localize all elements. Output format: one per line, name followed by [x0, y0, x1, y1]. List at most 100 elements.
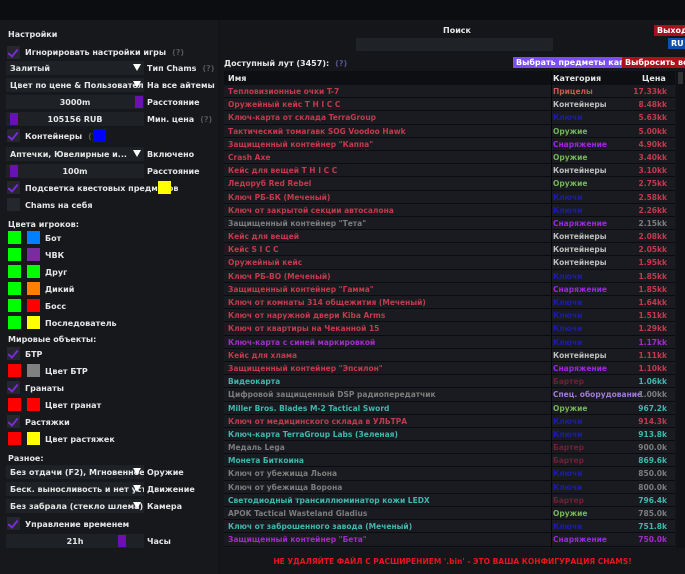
- table-row[interactable]: Защищенный контейнер "Гамма" Снаряжение …: [224, 282, 675, 296]
- quest-highlight-checkbox[interactable]: [7, 181, 20, 194]
- item-price: 967.2k: [638, 403, 667, 413]
- quest-highlight-color-swatch[interactable]: [158, 181, 171, 194]
- player-color-swatch-2[interactable]: [27, 265, 40, 278]
- player-color-swatch-1[interactable]: [8, 248, 21, 261]
- language-button[interactable]: RU: [668, 38, 685, 49]
- table-row[interactable]: Ключ от медицинского склада в УЛЬТРА Клю…: [224, 414, 675, 428]
- min-price-slider[interactable]: 105156 RUB: [6, 112, 144, 126]
- table-row[interactable]: Видеокарта Бартер 1.06kk: [224, 375, 675, 389]
- table-row[interactable]: Оружейный кейс Контейнеры 1.95kk: [224, 256, 675, 270]
- table-row[interactable]: Цифровой защищенный DSP радиопередатчик …: [224, 388, 675, 402]
- table-row[interactable]: Ключ от заброшенного завода (Меченый) Кл…: [224, 520, 675, 534]
- grenades-color-swatch-2[interactable]: [27, 398, 40, 411]
- table-row[interactable]: Оружейный кейс T H I C C Контейнеры 8.48…: [224, 98, 675, 112]
- table-row[interactable]: Тактический томагавк SOG Voodoo Hawk Ору…: [224, 124, 675, 138]
- container-distance-slider[interactable]: 100m: [6, 164, 144, 178]
- btr-checkbox[interactable]: [7, 347, 20, 360]
- table-row[interactable]: Монета Биткоина Бартер 869.6k: [224, 454, 675, 468]
- movement-dropdown[interactable]: Беск. выносливость и нет уста: [6, 482, 144, 496]
- camera-dropdown[interactable]: Без забрала (стекло шлема): [6, 499, 144, 513]
- slider-handle[interactable]: [135, 96, 143, 108]
- item-name: Ключ-карта с синей маркировкой: [228, 337, 376, 347]
- player-color-swatch-1[interactable]: [8, 231, 21, 244]
- table-row[interactable]: Защищенный контейнер "Тета" Снаряжение 2…: [224, 216, 675, 231]
- select-kappa-button[interactable]: Выбрать предметы каппа: [513, 57, 639, 68]
- table-row[interactable]: Защищенный контейнер "Эпсилон" Снаряжени…: [224, 361, 675, 376]
- player-color-swatch-2[interactable]: [27, 316, 40, 329]
- chams-type-dropdown[interactable]: Залитый: [6, 61, 144, 75]
- table-row[interactable]: Ключ от убежища Льона Ключи 850.0k: [224, 467, 675, 481]
- slider-handle[interactable]: [118, 535, 126, 547]
- player-color-swatch-1[interactable]: [8, 282, 21, 295]
- slider-handle[interactable]: [10, 165, 18, 177]
- table-row[interactable]: Ключ РБ-БК (Меченый) Ключи 2.58kk: [224, 190, 675, 204]
- item-name: Ледоруб Red Rebel: [228, 179, 312, 189]
- player-color-swatch-2[interactable]: [27, 248, 40, 261]
- table-row[interactable]: Miller Bros. Blades M-2 Tactical Sword О…: [224, 401, 675, 415]
- table-row[interactable]: Ключ от закрытой секции автосалона Ключи…: [224, 203, 675, 217]
- search-input[interactable]: [356, 38, 553, 51]
- table-row[interactable]: Ключ от наружной двери Kiba Arms Ключи 1…: [224, 309, 675, 323]
- tripwires-color-swatch-1[interactable]: [8, 432, 21, 445]
- table-row[interactable]: APOK Tactical Wasteland Gladius Оружие 7…: [224, 507, 675, 521]
- table-row[interactable]: Кейс S I C C Контейнеры 2.05kk: [224, 243, 675, 257]
- item-price: 900.0k: [638, 443, 667, 453]
- table-row[interactable]: Ключ РБ-ВО (Меченый) Ключи 1.85kk: [224, 269, 675, 283]
- tripwires-checkbox[interactable]: [7, 415, 20, 428]
- item-category: Оружие: [553, 403, 588, 413]
- scrollbar-thumb[interactable]: [678, 72, 683, 84]
- exit-button[interactable]: Выход: [654, 25, 685, 36]
- weapon-dropdown[interactable]: Без отдачи (F2), Мгновенное п: [6, 465, 144, 479]
- table-row[interactable]: Ключ-карта TerraGroup Labs (Зеленая) Клю…: [224, 427, 675, 442]
- btr-color-swatch-1[interactable]: [8, 364, 21, 377]
- table-row[interactable]: Ключ-карта с синей маркировкой Ключи 1.1…: [224, 335, 675, 349]
- distance-slider[interactable]: 3000m: [6, 95, 144, 109]
- table-row[interactable]: Кейс для вещей Контейнеры 2.08kk: [224, 230, 675, 244]
- containers-color-swatch[interactable]: [93, 129, 106, 142]
- player-color-swatch-2[interactable]: [27, 282, 40, 295]
- misc-title: Разное:: [8, 454, 44, 463]
- ignore-game-settings-checkbox[interactable]: [7, 46, 20, 59]
- table-row[interactable]: Светодиодный трансиллюминатор кожи LEDX …: [224, 493, 675, 507]
- item-category: Бартер: [553, 377, 584, 387]
- column-category[interactable]: Категория: [553, 74, 602, 83]
- grenades-checkbox[interactable]: [7, 381, 20, 394]
- column-price[interactable]: Цена: [642, 74, 666, 83]
- item-category: Бартер: [553, 456, 584, 466]
- table-row[interactable]: Crash Axe Оружие 3.40kk: [224, 150, 675, 165]
- table-row[interactable]: Ключ-карта от склада TerraGroup Ключи 5.…: [224, 111, 675, 125]
- color-mode-dropdown[interactable]: Цвет по цене & Пользовательс: [6, 78, 144, 92]
- table-row[interactable]: Защищенный контейнер "Каппа" Снаряжение …: [224, 137, 675, 151]
- player-type-label: Дикий: [45, 285, 75, 294]
- table-row[interactable]: Кейс для вещей T H I C C Контейнеры 3.10…: [224, 164, 675, 178]
- scrollbar[interactable]: [676, 71, 685, 548]
- table-row[interactable]: Ключ от убежища Ворона Ключи 800.0k: [224, 480, 675, 494]
- hours-slider[interactable]: 21h: [6, 534, 144, 548]
- containers-checkbox[interactable]: [7, 129, 20, 142]
- self-chams-checkbox[interactable]: [7, 198, 20, 211]
- item-name: Тактический томагавк SOG Voodoo Hawk: [228, 126, 406, 136]
- table-row[interactable]: Медаль Lega Бартер 900.0k: [224, 441, 675, 455]
- tripwires-color-swatch-2[interactable]: [27, 432, 40, 445]
- time-control-checkbox[interactable]: [7, 517, 20, 530]
- table-row[interactable]: [224, 546, 675, 548]
- table-row[interactable]: Кейс для хлама Контейнеры 1.11kk: [224, 348, 675, 362]
- player-color-swatch-2[interactable]: [27, 231, 40, 244]
- grenades-color-swatch-1[interactable]: [8, 398, 21, 411]
- btr-color-swatch-2[interactable]: [27, 364, 40, 377]
- table-row[interactable]: Ледоруб Red Rebel Оружие 2.75kk: [224, 177, 675, 191]
- player-color-swatch-1[interactable]: [8, 299, 21, 312]
- player-color-swatch-1[interactable]: [8, 265, 21, 278]
- table-row[interactable]: Ключ от квартиры на Чеканной 15 Ключи 1.…: [224, 322, 675, 336]
- table-row[interactable]: Защищенный контейнер "Бета" Снаряжение 7…: [224, 533, 675, 547]
- table-row[interactable]: Тепловизионные очки T-7 Прицелы 17.33kk: [224, 85, 675, 99]
- column-name[interactable]: Имя: [228, 74, 247, 83]
- slider-handle[interactable]: [10, 113, 18, 125]
- table-row[interactable]: Ключ от комнаты 314 общежития (Меченый) …: [224, 296, 675, 310]
- item-name: Кейс для вещей: [228, 232, 299, 242]
- drop-all-button[interactable]: Выбросить все: [622, 57, 685, 68]
- distance-label: Расстояние: [147, 98, 200, 107]
- container-types-dropdown[interactable]: Аптечки, Ювелирные и...: [6, 147, 144, 161]
- player-color-swatch-2[interactable]: [27, 299, 40, 312]
- player-color-swatch-1[interactable]: [8, 316, 21, 329]
